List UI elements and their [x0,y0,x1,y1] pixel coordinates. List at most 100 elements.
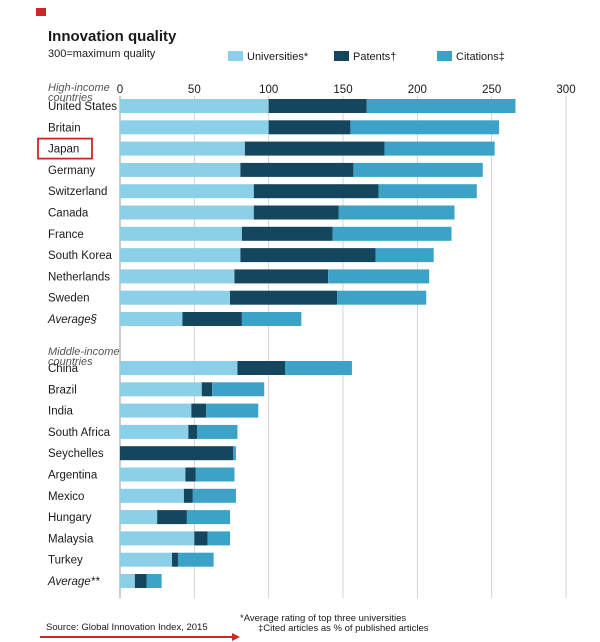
bar-middle-income-countries-south-africa-citations [197,424,238,439]
bar-middle-income-countries-seychelles-patents [120,446,233,461]
bar-high-income-countries-switzerland-patents [253,184,379,199]
bar-high-income-countries-sweden-universities [120,290,231,305]
x-tick-label-0: 0 [117,84,123,96]
bar-middle-income-countries-hungary-universities [120,510,158,525]
bar-high-income-countries-britain-citations [350,120,500,135]
bar-high-income-countries-south-korea-universities [120,248,241,263]
highlight-box-high-income-countries-japan [37,137,93,160]
bar-middle-income-countries-malaysia-universities [120,531,195,546]
category-label-high-income-countries-united-states: United States [48,101,117,113]
bar-high-income-countries-canada-citations [338,205,455,220]
category-label-middle-income-countries-brazil: Brazil [48,384,77,396]
category-label-high-income-countries-south-korea: South Korea [48,250,113,262]
group-label-high-income-countries-line-2: countries [48,92,93,104]
chart-title: Innovation quality [48,28,177,45]
bar-middle-income-countries-average-universities [120,574,135,588]
bar-middle-income-countries-india-patents [191,403,207,418]
bar-high-income-countries-japan-patents [244,141,385,156]
footnote-universities: *Average rating of top three universitie… [240,613,406,624]
bar-middle-income-countries-south-africa-universities [120,424,189,439]
category-label-high-income-countries-japan: Japan [48,144,79,156]
bar-high-income-countries-united-states-universities [120,99,269,113]
category-label-high-income-countries-britain: Britain [48,122,81,134]
category-label-middle-income-countries-china: China [48,363,79,375]
group-label-middle-income-countries-line-2: countries [48,356,93,368]
bar-high-income-countries-canada-universities [120,205,254,220]
bar-middle-income-countries-malaysia-citations [207,531,231,546]
bar-high-income-countries-sweden-citations [337,290,427,305]
bar-middle-income-countries-turkey-universities [120,552,173,567]
bar-high-income-countries-netherlands-patents [234,269,329,284]
bar-middle-income-countries-china-patents [237,361,286,375]
bar-middle-income-countries-malaysia-patents [194,531,208,546]
bar-high-income-countries-average-citations [241,312,302,326]
category-label-middle-income-countries-india: India [48,406,74,418]
footnote-citations: ‡Cited articles as % of published articl… [258,623,429,634]
bar-middle-income-countries-seychelles-citations [232,446,236,461]
category-label-high-income-countries-switzerland: Switzerland [48,186,107,198]
legend-citations-label: Citations‡ [456,51,505,63]
x-tick-label-300: 300 [556,84,575,96]
bar-high-income-countries-average-universities [120,312,183,326]
category-labels: United States Britain Japan Germany Switzerl… [37,101,117,588]
bar-high-income-countries-switzerland-citations [378,184,477,199]
bar-middle-income-countries-south-africa-patents [188,424,198,439]
source-arrow-head [232,633,240,641]
bar-middle-income-countries-brazil-citations [212,382,265,397]
bar-high-income-countries-sweden-patents [230,290,338,305]
bars [120,99,516,588]
category-label-middle-income-countries-seychelles: Seychelles [48,448,104,460]
category-label-high-income-countries-germany: Germany [48,165,96,177]
bar-middle-income-countries-india-citations [206,403,259,418]
group-labels: High-incomecountriesMiddle-incomecountri… [48,82,120,368]
x-tick-label-50: 50 [188,84,201,96]
bar-middle-income-countries-argentina-citations [195,467,235,482]
chart-subtitle: 300=maximum quality [48,48,156,60]
legend-patents-swatch [334,51,349,61]
bar-middle-income-countries-hungary-citations [186,510,231,525]
category-label-high-income-countries-netherlands: Netherlands [48,271,110,283]
x-tick-label-250: 250 [482,84,501,96]
bar-high-income-countries-france-patents [241,226,333,241]
bar-middle-income-countries-brazil-universities [120,382,202,397]
category-label-middle-income-countries-turkey: Turkey [48,555,83,567]
bar-high-income-countries-south-korea-citations [375,248,434,263]
x-tick-label-150: 150 [333,84,352,96]
bar-middle-income-countries-argentina-patents [185,467,196,482]
bar-high-income-countries-netherlands-universities [120,269,235,284]
bar-high-income-countries-france-universities [120,226,242,241]
top-accent-bar [36,8,46,16]
category-label-high-income-countries-sweden: Sweden [48,293,90,305]
bar-high-income-countries-germany-citations [353,162,483,177]
bar-high-income-countries-canada-patents [253,205,339,220]
bar-middle-income-countries-average-patents [134,574,147,588]
category-label-middle-income-countries-hungary: Hungary [48,512,92,524]
category-label-middle-income-countries-mexico: Mexico [48,491,84,503]
category-label-high-income-countries-france: France [48,229,84,241]
bar-high-income-countries-britain-patents [268,120,351,135]
group-label-middle-income-countries-line-1: Middle-income [48,346,120,358]
bar-high-income-countries-britain-universities [120,120,269,135]
bar-middle-income-countries-hungary-patents [157,510,187,525]
bar-middle-income-countries-china-citations [285,361,352,375]
category-label-middle-income-countries-malaysia: Malaysia [48,533,94,545]
bar-middle-income-countries-average-citations [146,574,162,588]
bar-middle-income-countries-brazil-patents [201,382,213,397]
category-label-high-income-countries-canada: Canada [48,208,89,220]
x-tick-label-100: 100 [259,84,278,96]
category-label-high-income-countries-average: Average§ [47,314,98,326]
bar-middle-income-countries-mexico-patents [183,488,193,503]
bar-middle-income-countries-turkey-citations [177,552,214,567]
bar-high-income-countries-japan-universities [120,141,245,156]
bar-high-income-countries-france-citations [332,226,452,241]
category-label-middle-income-countries-south-africa: South Africa [48,427,111,439]
legend-citations-swatch [437,51,452,61]
bar-middle-income-countries-mexico-universities [120,488,184,503]
x-tick-label-200: 200 [408,84,427,96]
bar-middle-income-countries-turkey-patents [172,552,178,567]
bar-high-income-countries-united-states-patents [268,99,367,113]
x-axis-ticks: 0 50 100 150 200 250 300 [117,84,576,96]
bar-high-income-countries-average-patents [182,312,242,326]
bar-high-income-countries-netherlands-citations [328,269,430,284]
